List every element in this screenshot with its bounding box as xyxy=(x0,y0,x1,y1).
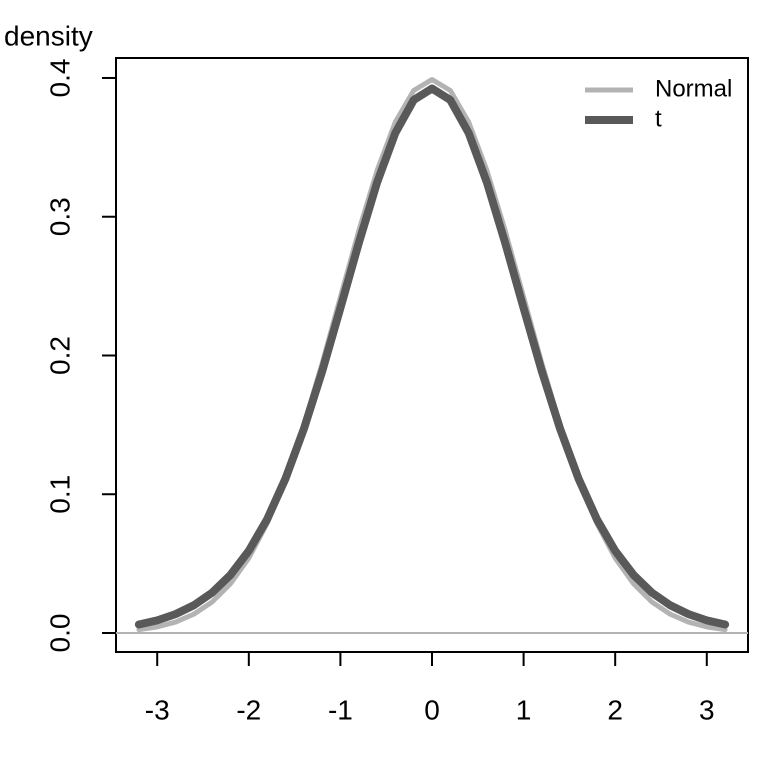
y-tick-label: 0.1 xyxy=(44,475,75,514)
x-tick-label: -3 xyxy=(145,694,170,725)
y-tick-label: 0.0 xyxy=(44,614,75,653)
legend-label: t xyxy=(655,105,662,132)
series-line xyxy=(134,84,730,629)
x-tick-label: -1 xyxy=(328,694,353,725)
x-tick-label: 2 xyxy=(607,694,623,725)
legend-label: Normal xyxy=(655,75,732,102)
x-tick-label: 0 xyxy=(424,694,440,725)
y-tick-label: 0.4 xyxy=(44,59,75,98)
x-tick-label: 1 xyxy=(516,694,532,725)
x-tick-label: -2 xyxy=(236,694,261,725)
y-axis-title: density xyxy=(4,20,93,51)
y-tick-label: 0.3 xyxy=(44,197,75,236)
x-tick-label: 3 xyxy=(699,694,715,725)
y-tick-label: 0.2 xyxy=(44,336,75,375)
series-line xyxy=(136,77,728,633)
plot-box xyxy=(115,57,749,653)
